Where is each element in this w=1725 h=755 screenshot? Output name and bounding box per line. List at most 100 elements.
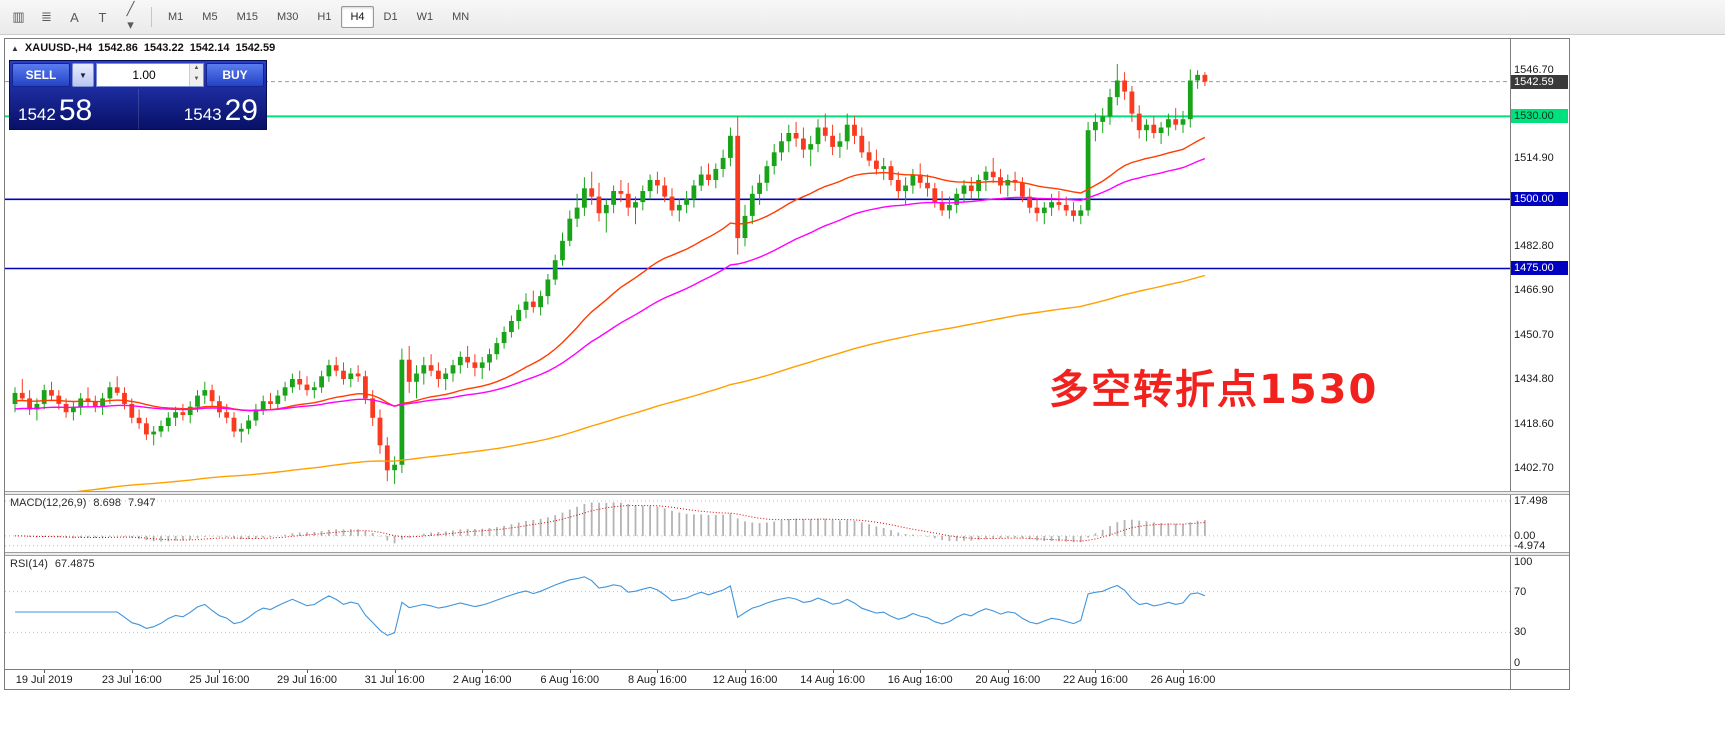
time-axis-tick <box>1095 670 1097 673</box>
rsi-label: RSI(14) <box>10 558 48 570</box>
timeframe-button-m1[interactable]: M1 <box>159 6 192 28</box>
rsi-pane[interactable]: RSI(14) 67.4875 <box>5 556 1510 669</box>
timeframe-button-d1[interactable]: D1 <box>375 6 407 28</box>
volume-field: ▲ ▼ <box>96 63 204 87</box>
volume-spinner: ▲ ▼ <box>189 64 203 86</box>
collapse-arrow-icon[interactable]: ▲ <box>11 43 19 53</box>
time-axis-tick <box>1007 670 1009 673</box>
macd-tick-label: 17.498 <box>1514 495 1548 507</box>
timeframe-toolbar: M1 M5 M15 M30 H1 H4 D1 W1 MN <box>159 6 478 28</box>
time-axis-label: 23 Jul 16:00 <box>101 674 162 686</box>
time-axis[interactable]: 19 Jul 2019 23 Jul 16:00 25 Jul 16:00 29 Ju… <box>5 670 1510 689</box>
axis-corner <box>1510 670 1568 689</box>
pane-separator[interactable] <box>5 552 1569 556</box>
rsi-tick-label: 70 <box>1514 585 1527 598</box>
ohlc-low: 1542.14 <box>189 42 230 54</box>
time-axis-row: 19 Jul 2019 23 Jul 16:00 25 Jul 16:00 29 Ju… <box>5 669 1569 689</box>
time-axis-label: 16 Aug 16:00 <box>887 674 953 686</box>
timeframe-button-h4[interactable]: H4 <box>341 6 374 28</box>
ask-main-digits: 1543 <box>183 105 222 124</box>
time-axis-tick <box>44 670 46 673</box>
time-axis-label: 25 Jul 16:00 <box>189 674 250 686</box>
time-axis-tick <box>219 670 221 673</box>
time-axis-label: 26 Aug 16:00 <box>1150 674 1216 686</box>
volume-dropdown-button[interactable]: ▼ <box>72 63 94 87</box>
toolbar: ▥ ≣ A T ╱ ▾ M1 M5 M15 M30 H1 H4 D1 W1 MN <box>0 0 1725 35</box>
time-axis-label: 12 Aug 16:00 <box>712 674 778 686</box>
rsi-scale[interactable]: 100 70 30 0 <box>1510 556 1568 669</box>
price-level-label: 1475.00 <box>1511 261 1568 276</box>
macd-main-value: 8.698 <box>93 497 121 509</box>
price-tick-label: 1418.60 <box>1514 417 1554 430</box>
time-axis-label: 2 Aug 16:00 <box>452 674 512 686</box>
buy-button[interactable]: BUY <box>206 63 264 87</box>
time-axis-tick <box>394 670 396 673</box>
rsi-chart[interactable] <box>5 556 1510 669</box>
drawing-tools-group: ▥ ≣ A T ╱ ▾ <box>5 1 144 32</box>
price-tick-label: 1546.70 <box>1514 63 1554 76</box>
timeframe-button-m15[interactable]: M15 <box>228 6 267 28</box>
timeframe-button-m5[interactable]: M5 <box>193 6 226 28</box>
macd-pane[interactable]: MACD(12,26,9) 8.698 7.947 <box>5 495 1510 552</box>
time-axis-label: 14 Aug 16:00 <box>800 674 866 686</box>
chart-window: ▲ XAUUSD-,H4 1542.86 1543.22 1542.14 154… <box>4 38 1570 690</box>
macd-tick-label: 0.00 <box>1514 529 1536 542</box>
volume-decrease-button[interactable]: ▼ <box>190 75 203 86</box>
candlestick-chart[interactable] <box>5 39 1510 491</box>
ask-price-display: 1543 29 <box>137 89 267 129</box>
macd-scale[interactable]: 17.498 0.00 -4.974 <box>1510 495 1568 552</box>
macd-label: MACD(12,26,9) <box>10 497 87 509</box>
time-axis-label: 22 Aug 16:00 <box>1062 674 1128 686</box>
ohlc-open: 1542.86 <box>98 42 138 54</box>
time-axis-tick <box>307 670 308 673</box>
chart-header: ▲ XAUUSD-,H4 1542.86 1543.22 1542.14 154… <box>11 42 275 54</box>
one-click-trading-panel: SELL ▼ ▲ ▼ BUY 1542 58 <box>9 60 267 130</box>
time-axis-label: 20 Aug 16:00 <box>975 674 1041 686</box>
price-tick-label: 1482.80 <box>1514 240 1554 253</box>
text-box-tool-button[interactable]: T <box>89 5 116 29</box>
sell-button[interactable]: SELL <box>12 63 70 87</box>
time-axis-tick <box>569 670 571 673</box>
rsi-value: 67.4875 <box>54 558 95 570</box>
rsi-header: RSI(14) 67.4875 <box>10 558 95 570</box>
price-tick-label: 1434.80 <box>1514 373 1554 386</box>
bid-pip-digits: 58 <box>58 94 93 127</box>
macd-tick-label: -4.974 <box>1514 539 1546 552</box>
time-axis-label: 19 Jul 2019 <box>15 674 73 686</box>
ask-pip-digits: 29 <box>224 94 258 127</box>
timeframe-button-m30[interactable]: M30 <box>268 6 307 28</box>
candlestick-tool-button[interactable]: ▥ <box>5 5 32 29</box>
text-label-tool-button[interactable]: A <box>61 5 88 29</box>
indicators-tool-button[interactable]: ≣ <box>33 5 60 29</box>
timeframe-button-h1[interactable]: H1 <box>308 6 340 28</box>
main-chart-pane[interactable]: ▲ XAUUSD-,H4 1542.86 1543.22 1542.14 154… <box>5 39 1510 491</box>
time-axis-tick <box>657 670 659 673</box>
time-axis-tick <box>745 670 746 673</box>
macd-header: MACD(12,26,9) 8.698 7.947 <box>10 497 155 509</box>
volume-increase-button[interactable]: ▲ <box>190 64 203 75</box>
timeframe-button-mn[interactable]: MN <box>443 6 478 28</box>
current-price-label: 1542.59 <box>1511 74 1568 89</box>
price-level-label: 1530.00 <box>1511 109 1568 124</box>
chart-symbol-label: XAUUSD-,H4 <box>24 42 93 54</box>
rsi-tick-label: 0 <box>1514 657 1521 669</box>
time-axis-label: 31 Jul 16:00 <box>364 674 425 686</box>
time-axis-tick <box>131 670 133 673</box>
time-axis-label: 8 Aug 16:00 <box>628 674 687 686</box>
ohlc-close: 1542.59 <box>235 42 276 54</box>
price-tick-label: 1466.90 <box>1514 284 1554 297</box>
macd-signal-value: 7.947 <box>127 497 156 509</box>
bid-main-digits: 1542 <box>18 105 56 124</box>
time-axis-tick <box>482 670 484 673</box>
time-axis-tick <box>920 670 922 673</box>
timeframe-button-w1[interactable]: W1 <box>408 6 443 28</box>
price-scale[interactable]: 1546.70 1514.90 1482.80 1466.90 1450.70 1434.… <box>1510 39 1568 491</box>
toolbar-separator <box>151 7 152 27</box>
rsi-tick-label: 100 <box>1514 556 1533 568</box>
shapes-dropdown-button[interactable]: ╱ ▾ <box>117 1 144 32</box>
time-axis-label: 6 Aug 16:00 <box>540 674 600 686</box>
macd-chart[interactable] <box>5 495 1510 552</box>
pane-separator[interactable] <box>5 491 1569 495</box>
volume-input[interactable] <box>97 64 203 86</box>
chevron-down-icon: ▼ <box>79 70 87 80</box>
